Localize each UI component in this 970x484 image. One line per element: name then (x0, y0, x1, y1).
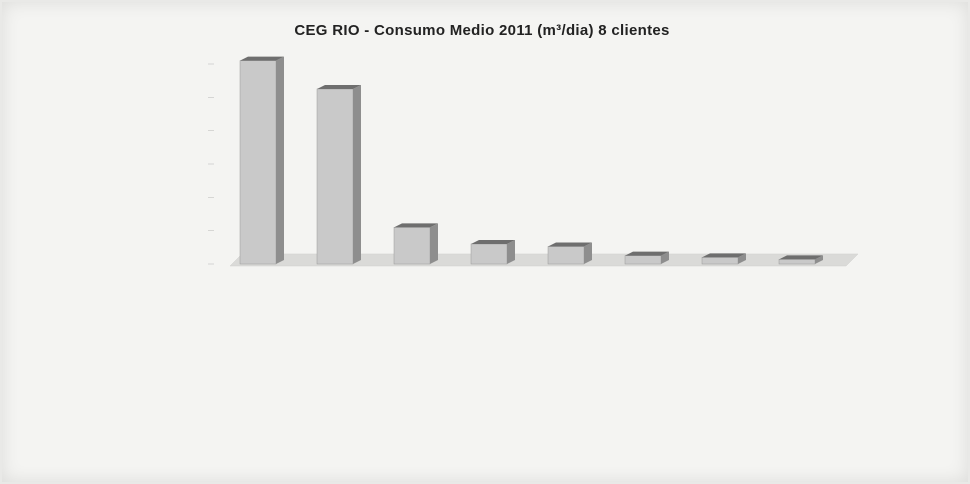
bar-top (779, 255, 823, 260)
bar (316, 88, 354, 265)
bar-top (548, 242, 592, 247)
bar (624, 255, 662, 265)
bar (393, 227, 431, 265)
bar-top (471, 240, 515, 244)
bar (239, 60, 277, 265)
bar (701, 257, 739, 265)
chart-title: CEG RIO - Consumo Medio 2011 (m³/dia) 8 … (294, 22, 670, 39)
bar-side (507, 240, 515, 264)
bar-side (353, 85, 361, 264)
bar-side (738, 253, 746, 264)
bar-top (240, 56, 284, 61)
bar-side (430, 223, 438, 264)
bar-top (702, 253, 746, 258)
bar (547, 246, 585, 265)
bar-side (661, 251, 669, 264)
bar-top (317, 85, 361, 89)
bar-side (276, 56, 284, 264)
bar (778, 259, 816, 265)
bar-side (815, 255, 823, 264)
bar-top (394, 223, 438, 228)
bar-top (625, 251, 669, 256)
bar (470, 243, 508, 265)
bar-side (584, 242, 592, 264)
chart-floor (229, 253, 859, 267)
